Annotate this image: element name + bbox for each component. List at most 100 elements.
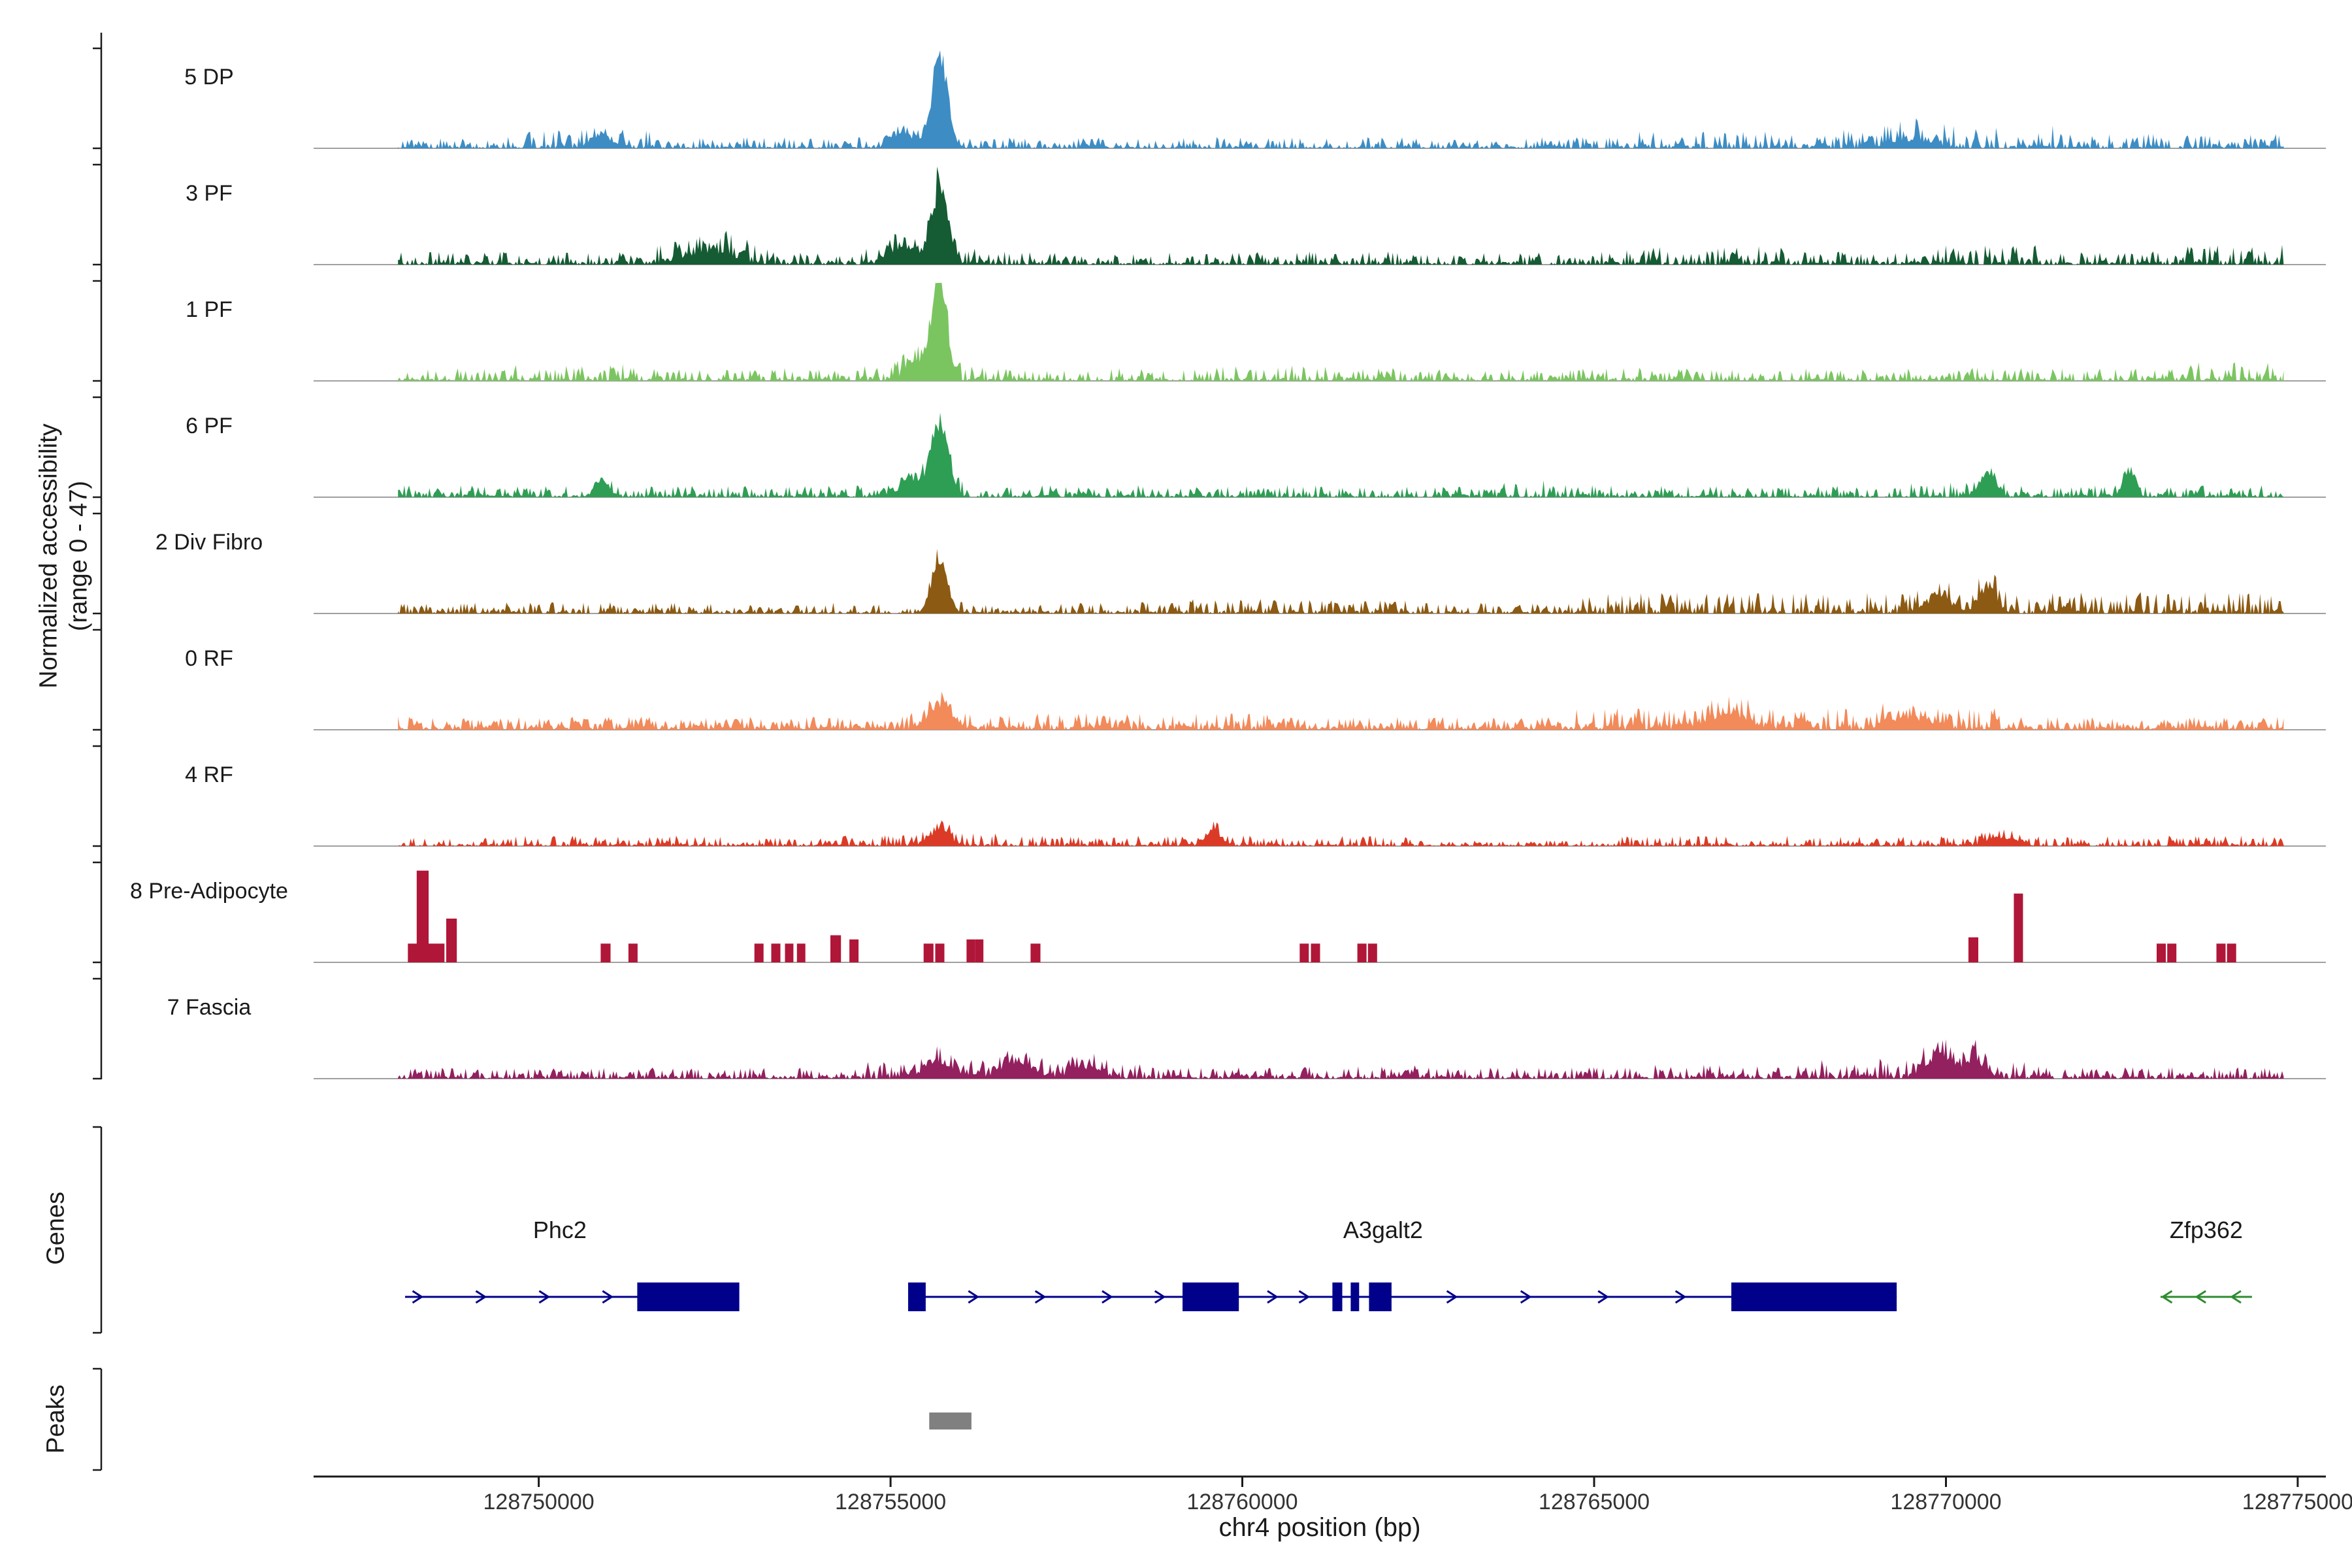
signal-area-path <box>398 549 2284 613</box>
signal-block <box>796 943 806 962</box>
x-axis-tick-label: 128770000 <box>1890 1490 2001 1514</box>
track-row: 6 PF <box>0 382 2352 498</box>
gene-strand-arrow-icon <box>1520 1290 1532 1304</box>
track-label: 6 PF <box>186 414 233 438</box>
track-label: 3 PF <box>186 181 233 206</box>
track-signal-area <box>314 820 2326 847</box>
signal-block <box>2216 943 2226 962</box>
gene-exon <box>1183 1282 1239 1311</box>
track-row: 1 PF <box>0 265 2352 382</box>
signal-block <box>600 943 611 962</box>
signal-block <box>975 939 984 962</box>
gene-strand-arrow-icon <box>1154 1290 1166 1304</box>
gene-exon <box>908 1282 926 1311</box>
signal-block <box>830 935 841 962</box>
signal-block <box>2227 943 2236 962</box>
signal-block <box>923 943 934 962</box>
track-signal-area <box>314 870 2326 963</box>
gene-label: A3galt2 <box>1343 1217 1423 1243</box>
peak-region <box>929 1413 972 1429</box>
gene-strand-arrow-icon <box>2230 1290 2242 1304</box>
gene-strand-arrow-icon <box>1446 1290 1458 1304</box>
signal-block <box>1299 943 1309 962</box>
gene-strand-arrow-icon <box>602 1290 614 1304</box>
track-label: 4 RF <box>185 762 233 787</box>
gene-exon <box>1369 1282 1392 1311</box>
signal-block <box>1357 943 1367 962</box>
track-row: 4 RF <box>0 730 2352 847</box>
track-signal-area <box>314 50 2326 149</box>
gene-strand-arrow-icon <box>412 1290 424 1304</box>
signal-block <box>416 870 429 962</box>
axis-bracket-path <box>93 33 103 1471</box>
track-signal-area <box>314 167 2326 265</box>
track-row: 2 Div Fibro <box>0 498 2352 614</box>
signal-area-path <box>398 1039 2284 1079</box>
peaks-track <box>929 1413 972 1429</box>
track-signal-area <box>314 1039 2326 1079</box>
signal-block <box>935 943 945 962</box>
track-signal-area <box>314 691 2326 730</box>
gene-exon <box>1731 1282 1897 1311</box>
gene-strand-arrow-icon <box>1597 1290 1609 1304</box>
signal-block <box>2167 943 2177 962</box>
track-row: 3 PF <box>0 149 2352 265</box>
x-axis-tick-label: 128755000 <box>835 1490 946 1514</box>
track-row: 0 RF <box>0 614 2352 730</box>
track-label: 0 RF <box>185 646 233 671</box>
signal-block <box>2014 893 2023 962</box>
x-axis-tick-label: 128765000 <box>1539 1490 1650 1514</box>
gene-strand-arrow-icon <box>1267 1290 1279 1304</box>
x-axis: 128750000 128755000 128760000 128765000 1287… <box>314 1475 2352 1514</box>
signal-block <box>771 943 781 962</box>
track-label: 5 DP <box>184 65 234 90</box>
track-label: 8 Pre-Adipocyte <box>130 879 288 904</box>
signal-area-path <box>398 691 2284 730</box>
track-row: 8 Pre-Adipocyte <box>0 847 2352 963</box>
gene-strand-arrow-icon <box>1674 1290 1687 1304</box>
gene-label: Zfp362 <box>2170 1217 2243 1243</box>
signal-area-path <box>398 820 2284 846</box>
signal-block <box>446 919 457 962</box>
signal-area-path <box>398 283 2284 381</box>
x-axis-tick-label: 128775000 <box>2242 1490 2352 1514</box>
track-row: 5 DP <box>0 33 2352 149</box>
track-signal-area <box>314 412 2326 498</box>
signal-block <box>785 943 794 962</box>
track-signal-area <box>314 283 2326 382</box>
signal-block <box>1968 937 1978 962</box>
track-row: 7 Fascia <box>0 963 2352 1079</box>
gene-strand-arrow-icon <box>1102 1290 1113 1304</box>
signal-area-path <box>398 167 2284 265</box>
x-axis-tick-label: 128750000 <box>483 1490 595 1514</box>
signal-block <box>628 943 638 962</box>
track-signal-area <box>314 549 2326 614</box>
gene-label: Phc2 <box>533 1217 587 1243</box>
signal-block <box>966 939 975 962</box>
gene-exon <box>1350 1282 1360 1311</box>
signal-area-path <box>398 50 2284 148</box>
x-axis-tick-label: 128760000 <box>1186 1490 1298 1514</box>
track-label: 2 Div Fibro <box>155 530 263 555</box>
signal-block <box>754 943 764 962</box>
gene-models-track: Phc2 A3galt2 Zfp362 <box>405 1217 2252 1311</box>
gene-exon <box>1332 1282 1343 1311</box>
gene-strand-arrow-icon <box>1298 1290 1311 1304</box>
signal-block <box>1030 943 1041 962</box>
signal-block <box>1367 943 1377 962</box>
signal-block <box>1311 943 1320 962</box>
gene-strand-arrow-icon <box>2195 1290 2206 1304</box>
gene-strand-arrow-icon <box>475 1290 487 1304</box>
track-label: 1 PF <box>186 297 233 322</box>
signal-area-path <box>398 412 2284 497</box>
x-axis-title: chr4 position (bp) <box>1218 1513 1421 1542</box>
gene-strand-arrow-icon <box>1034 1290 1047 1304</box>
gene-strand-arrow-icon <box>538 1290 551 1304</box>
gene-strand-arrow-icon <box>2161 1290 2173 1304</box>
gene-strand-arrow-icon <box>968 1290 980 1304</box>
signal-block <box>2157 943 2166 962</box>
track-label: 7 Fascia <box>167 995 252 1020</box>
gene-exon <box>637 1282 740 1311</box>
